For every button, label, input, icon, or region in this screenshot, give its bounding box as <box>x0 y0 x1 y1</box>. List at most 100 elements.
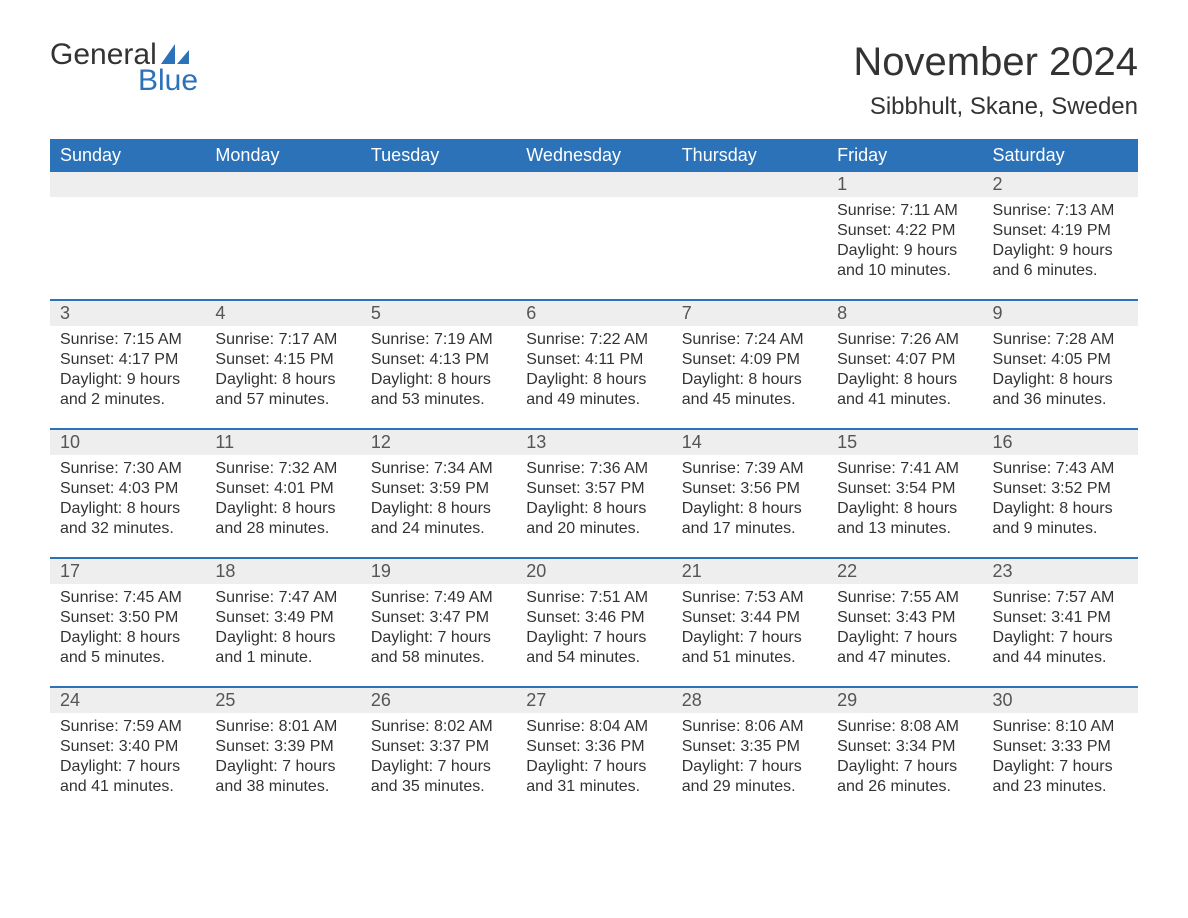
day-cell: 19Sunrise: 7:49 AMSunset: 3:47 PMDayligh… <box>361 559 516 687</box>
day-number: 11 <box>205 430 360 455</box>
day-info: Sunrise: 7:45 AMSunset: 3:50 PMDaylight:… <box>50 584 205 678</box>
week-row: 17Sunrise: 7:45 AMSunset: 3:50 PMDayligh… <box>50 559 1138 687</box>
sunrise-text: Sunrise: 7:43 AM <box>993 459 1128 479</box>
sunset-text: Sunset: 3:54 PM <box>837 479 972 499</box>
day-cell: 18Sunrise: 7:47 AMSunset: 3:49 PMDayligh… <box>205 559 360 687</box>
day-number: 9 <box>983 301 1138 326</box>
day-cell: 20Sunrise: 7:51 AMSunset: 3:46 PMDayligh… <box>516 559 671 687</box>
day-info: Sunrise: 8:08 AMSunset: 3:34 PMDaylight:… <box>827 713 982 807</box>
daylight-text: Daylight: 9 hours and 10 minutes. <box>837 241 972 281</box>
day-number: 30 <box>983 688 1138 713</box>
day-number: 0 <box>361 172 516 197</box>
day-cell: 2Sunrise: 7:13 AMSunset: 4:19 PMDaylight… <box>983 172 1138 300</box>
day-info: Sunrise: 7:13 AMSunset: 4:19 PMDaylight:… <box>983 197 1138 291</box>
sunrise-text: Sunrise: 7:28 AM <box>993 330 1128 350</box>
sunrise-text: Sunrise: 7:36 AM <box>526 459 661 479</box>
daylight-text: Daylight: 8 hours and 13 minutes. <box>837 499 972 539</box>
calendar-table: SundayMondayTuesdayWednesdayThursdayFrid… <box>50 139 1138 816</box>
day-info: Sunrise: 7:55 AMSunset: 3:43 PMDaylight:… <box>827 584 982 678</box>
daylight-text: Daylight: 7 hours and 51 minutes. <box>682 628 817 668</box>
day-number: 10 <box>50 430 205 455</box>
day-number: 15 <box>827 430 982 455</box>
sunset-text: Sunset: 3:37 PM <box>371 737 506 757</box>
sunrise-text: Sunrise: 8:06 AM <box>682 717 817 737</box>
day-info: Sunrise: 8:10 AMSunset: 3:33 PMDaylight:… <box>983 713 1138 807</box>
sunset-text: Sunset: 4:07 PM <box>837 350 972 370</box>
daylight-text: Daylight: 8 hours and 20 minutes. <box>526 499 661 539</box>
sunset-text: Sunset: 4:03 PM <box>60 479 195 499</box>
daylight-text: Daylight: 8 hours and 5 minutes. <box>60 628 195 668</box>
sunrise-text: Sunrise: 7:17 AM <box>215 330 350 350</box>
day-info: Sunrise: 7:53 AMSunset: 3:44 PMDaylight:… <box>672 584 827 678</box>
day-cell: 0 <box>50 172 205 300</box>
daylight-text: Daylight: 8 hours and 32 minutes. <box>60 499 195 539</box>
day-cell: 24Sunrise: 7:59 AMSunset: 3:40 PMDayligh… <box>50 688 205 816</box>
day-cell: 1Sunrise: 7:11 AMSunset: 4:22 PMDaylight… <box>827 172 982 300</box>
day-cell: 17Sunrise: 7:45 AMSunset: 3:50 PMDayligh… <box>50 559 205 687</box>
daylight-text: Daylight: 7 hours and 41 minutes. <box>60 757 195 797</box>
day-info: Sunrise: 7:30 AMSunset: 4:03 PMDaylight:… <box>50 455 205 549</box>
week-row: 000001Sunrise: 7:11 AMSunset: 4:22 PMDay… <box>50 172 1138 300</box>
sunset-text: Sunset: 4:15 PM <box>215 350 350 370</box>
day-info: Sunrise: 8:04 AMSunset: 3:36 PMDaylight:… <box>516 713 671 807</box>
day-cell: 7Sunrise: 7:24 AMSunset: 4:09 PMDaylight… <box>672 301 827 429</box>
day-header: Saturday <box>983 139 1138 172</box>
day-number: 7 <box>672 301 827 326</box>
daylight-text: Daylight: 8 hours and 57 minutes. <box>215 370 350 410</box>
daylight-text: Daylight: 8 hours and 9 minutes. <box>993 499 1128 539</box>
daylight-text: Daylight: 7 hours and 38 minutes. <box>215 757 350 797</box>
day-info: Sunrise: 7:34 AMSunset: 3:59 PMDaylight:… <box>361 455 516 549</box>
title-block: November 2024 Sibbhult, Skane, Sweden <box>853 40 1138 121</box>
daylight-text: Daylight: 8 hours and 53 minutes. <box>371 370 506 410</box>
sunrise-text: Sunrise: 8:02 AM <box>371 717 506 737</box>
day-cell: 25Sunrise: 8:01 AMSunset: 3:39 PMDayligh… <box>205 688 360 816</box>
sunrise-text: Sunrise: 7:49 AM <box>371 588 506 608</box>
sunset-text: Sunset: 3:35 PM <box>682 737 817 757</box>
day-number: 8 <box>827 301 982 326</box>
sunset-text: Sunset: 3:41 PM <box>993 608 1128 628</box>
sunrise-text: Sunrise: 7:53 AM <box>682 588 817 608</box>
logo: General Blue <box>50 40 198 96</box>
sunset-text: Sunset: 3:57 PM <box>526 479 661 499</box>
sunset-text: Sunset: 3:49 PM <box>215 608 350 628</box>
daylight-text: Daylight: 8 hours and 17 minutes. <box>682 499 817 539</box>
daylight-text: Daylight: 8 hours and 28 minutes. <box>215 499 350 539</box>
day-header: Friday <box>827 139 982 172</box>
day-info: Sunrise: 7:11 AMSunset: 4:22 PMDaylight:… <box>827 197 982 291</box>
sunset-text: Sunset: 4:22 PM <box>837 221 972 241</box>
sunrise-text: Sunrise: 7:57 AM <box>993 588 1128 608</box>
day-number: 24 <box>50 688 205 713</box>
day-cell: 15Sunrise: 7:41 AMSunset: 3:54 PMDayligh… <box>827 430 982 558</box>
day-cell: 22Sunrise: 7:55 AMSunset: 3:43 PMDayligh… <box>827 559 982 687</box>
sunrise-text: Sunrise: 8:08 AM <box>837 717 972 737</box>
day-cell: 6Sunrise: 7:22 AMSunset: 4:11 PMDaylight… <box>516 301 671 429</box>
sunrise-text: Sunrise: 7:47 AM <box>215 588 350 608</box>
sunset-text: Sunset: 3:33 PM <box>993 737 1128 757</box>
sunrise-text: Sunrise: 7:34 AM <box>371 459 506 479</box>
day-info: Sunrise: 7:43 AMSunset: 3:52 PMDaylight:… <box>983 455 1138 549</box>
sunrise-text: Sunrise: 7:51 AM <box>526 588 661 608</box>
week-row: 3Sunrise: 7:15 AMSunset: 4:17 PMDaylight… <box>50 301 1138 429</box>
day-number: 14 <box>672 430 827 455</box>
day-cell: 23Sunrise: 7:57 AMSunset: 3:41 PMDayligh… <box>983 559 1138 687</box>
sunset-text: Sunset: 3:50 PM <box>60 608 195 628</box>
day-cell: 27Sunrise: 8:04 AMSunset: 3:36 PMDayligh… <box>516 688 671 816</box>
sunrise-text: Sunrise: 7:15 AM <box>60 330 195 350</box>
sunrise-text: Sunrise: 7:11 AM <box>837 201 972 221</box>
day-header: Monday <box>205 139 360 172</box>
day-number: 22 <box>827 559 982 584</box>
sunset-text: Sunset: 4:01 PM <box>215 479 350 499</box>
sunrise-text: Sunrise: 7:13 AM <box>993 201 1128 221</box>
daylight-text: Daylight: 8 hours and 1 minute. <box>215 628 350 668</box>
day-number: 5 <box>361 301 516 326</box>
day-cell: 4Sunrise: 7:17 AMSunset: 4:15 PMDaylight… <box>205 301 360 429</box>
day-cell: 28Sunrise: 8:06 AMSunset: 3:35 PMDayligh… <box>672 688 827 816</box>
day-info: Sunrise: 7:32 AMSunset: 4:01 PMDaylight:… <box>205 455 360 549</box>
daylight-text: Daylight: 7 hours and 47 minutes. <box>837 628 972 668</box>
daylight-text: Daylight: 9 hours and 6 minutes. <box>993 241 1128 281</box>
daylight-text: Daylight: 9 hours and 2 minutes. <box>60 370 195 410</box>
day-info: Sunrise: 7:28 AMSunset: 4:05 PMDaylight:… <box>983 326 1138 420</box>
sunrise-text: Sunrise: 7:19 AM <box>371 330 506 350</box>
day-number: 0 <box>205 172 360 197</box>
daylight-text: Daylight: 7 hours and 26 minutes. <box>837 757 972 797</box>
